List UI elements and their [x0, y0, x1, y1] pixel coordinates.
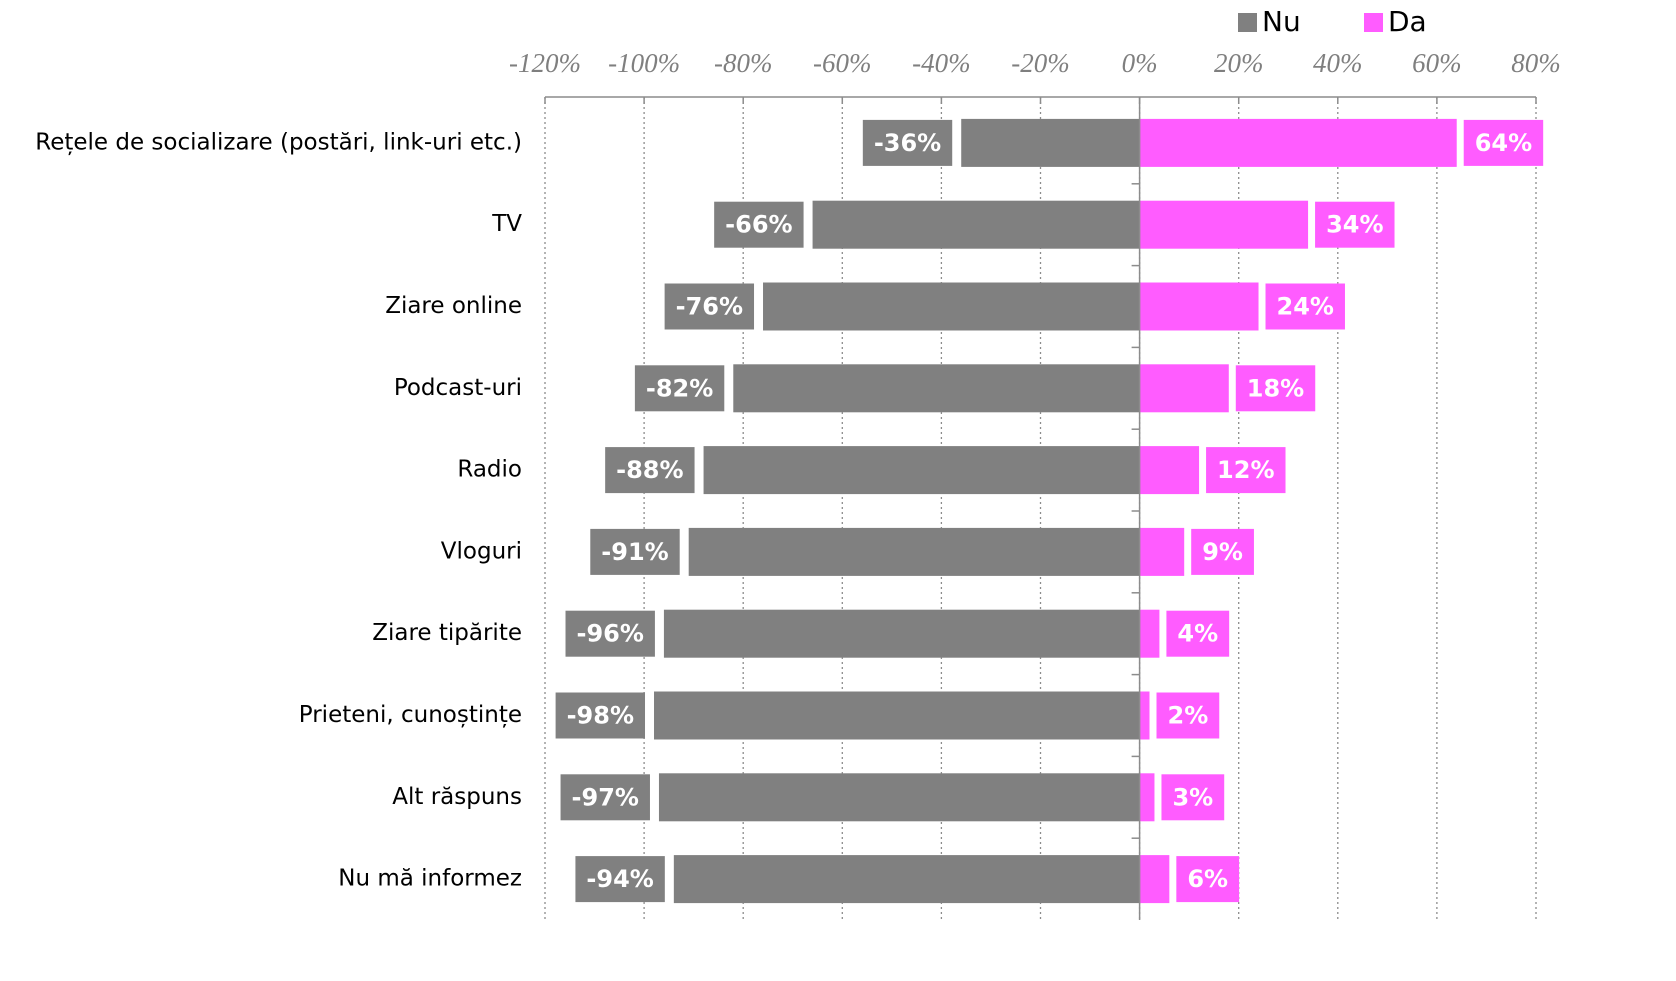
x-tick-label: -80% — [714, 48, 772, 78]
value-label-box — [1463, 119, 1544, 166]
category-label: Ziare online — [385, 293, 522, 319]
value-label: -91% — [601, 538, 668, 566]
category-label: Nu mă informez — [338, 866, 522, 892]
value-label-box — [634, 365, 725, 412]
value-label: -82% — [646, 374, 713, 402]
value-label-box — [1206, 447, 1286, 494]
x-tick-label: 20% — [1214, 48, 1264, 78]
legend-label: Nu — [1262, 5, 1301, 38]
value-label: 9% — [1202, 538, 1243, 566]
value-label: -98% — [567, 702, 634, 730]
bar — [658, 773, 1140, 822]
category-label: Prieteni, cunoștințe — [299, 702, 522, 728]
value-label: 3% — [1172, 783, 1213, 811]
bar — [1139, 773, 1155, 822]
value-label: 24% — [1277, 293, 1334, 321]
value-label: 18% — [1247, 374, 1304, 402]
bar — [1139, 691, 1150, 740]
value-label: -96% — [577, 620, 644, 648]
bar — [1139, 200, 1309, 249]
value-label-box — [560, 774, 650, 821]
value-label-box — [1166, 610, 1230, 657]
bar — [1139, 118, 1457, 167]
value-label-box — [1265, 283, 1345, 330]
value-label-box — [1176, 856, 1240, 903]
bar — [1139, 282, 1259, 331]
value-label: -36% — [874, 129, 941, 157]
value-label-box — [1315, 201, 1395, 248]
value-label-box — [664, 283, 755, 330]
x-tick-label: -40% — [912, 48, 970, 78]
value-label: 4% — [1177, 620, 1218, 648]
value-label: 34% — [1326, 211, 1383, 239]
value-label-box — [565, 610, 655, 657]
value-label-box — [1235, 365, 1316, 412]
bar — [688, 527, 1140, 576]
value-label: 12% — [1217, 456, 1274, 484]
x-tick-label: 80% — [1511, 48, 1561, 78]
value-label: -88% — [616, 456, 683, 484]
bar — [812, 200, 1140, 249]
bar — [673, 855, 1140, 904]
category-label: Podcast-uri — [394, 375, 522, 401]
value-label: -76% — [676, 293, 743, 321]
category-label: Alt răspuns — [392, 784, 522, 810]
value-label: 2% — [1168, 702, 1209, 730]
x-tick-label: 0% — [1122, 48, 1158, 78]
category-label: TV — [491, 211, 522, 237]
value-label-box — [605, 447, 695, 494]
value-label: -97% — [572, 783, 639, 811]
value-label-box — [1161, 774, 1225, 821]
bar — [1139, 855, 1170, 904]
bar — [733, 364, 1140, 413]
legend-swatch — [1238, 13, 1257, 32]
value-label-box — [575, 856, 665, 903]
value-label-box — [590, 528, 680, 575]
category-label: Radio — [457, 457, 522, 483]
bar — [1139, 527, 1185, 576]
category-label: Vloguri — [441, 538, 522, 564]
value-label-box — [1156, 692, 1220, 739]
legend-label: Da — [1388, 5, 1427, 38]
bar — [703, 446, 1140, 495]
bar — [763, 282, 1140, 331]
value-label-box — [555, 692, 646, 739]
x-tick-label: 40% — [1313, 48, 1363, 78]
x-tick-label: -20% — [1011, 48, 1069, 78]
category-label: Rețele de socializare (postări, link-uri… — [35, 129, 522, 155]
x-tick-label: -60% — [813, 48, 871, 78]
legend-swatch — [1364, 13, 1383, 32]
bar — [961, 118, 1140, 167]
bar — [1139, 609, 1160, 658]
bar — [1139, 364, 1229, 413]
category-label: Ziare tipărite — [372, 620, 522, 646]
value-label: -66% — [725, 211, 792, 239]
bar — [663, 609, 1140, 658]
value-label-box — [714, 201, 804, 248]
value-label: 6% — [1187, 865, 1228, 893]
x-tick-label: -100% — [608, 48, 680, 78]
value-label: 64% — [1475, 129, 1532, 157]
x-tick-label: -120% — [509, 48, 581, 78]
x-tick-label: 60% — [1412, 48, 1462, 78]
value-label: -94% — [586, 865, 653, 893]
bar — [1139, 446, 1200, 495]
value-label-box — [1191, 528, 1254, 575]
value-label-box — [862, 119, 953, 166]
bar — [654, 691, 1140, 740]
